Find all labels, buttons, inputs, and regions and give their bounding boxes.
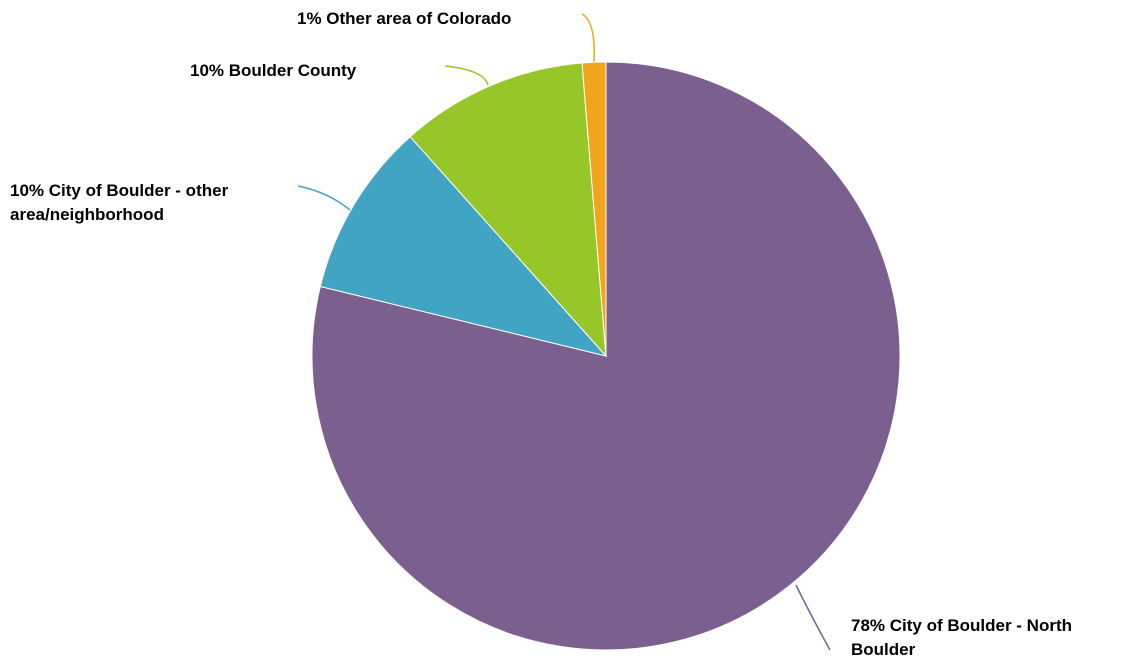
leader-line-other-colorado — [581, 13, 595, 63]
pie-slice-other-neighborhood — [319, 135, 608, 357]
pie-slice-boulder-county — [409, 62, 607, 358]
pie-slice-other-colorado — [581, 61, 607, 357]
slice-label-other-colorado-line-1: 1% Other area of Colorado — [297, 9, 512, 28]
slice-label-other-colorado: 1% Other area of Colorado — [297, 7, 511, 31]
leader-line-north-boulder — [795, 584, 831, 651]
leader-lines — [297, 13, 831, 651]
slice-label-north-boulder: 78% City of Boulder - North Boulder — [851, 614, 1072, 662]
slice-label-other-neighborhood: 10% City of Boulder - other area/neighbo… — [10, 179, 228, 227]
slice-label-other-neighborhood-line-2: area/neighborhood — [10, 205, 164, 224]
pie-slices — [311, 61, 901, 651]
leader-line-boulder-county — [444, 65, 489, 86]
slice-label-boulder-county: 10% Boulder County — [190, 59, 356, 83]
slice-label-north-boulder-line-2: Boulder — [851, 640, 916, 659]
slice-label-north-boulder-line-1: 78% City of Boulder - North — [851, 616, 1073, 635]
slice-label-other-neighborhood-line-1: 10% City of Boulder - other — [10, 181, 229, 200]
slice-label-boulder-county-line-1: 10% Boulder County — [190, 61, 357, 80]
leader-line-other-neighborhood — [297, 185, 351, 211]
pie-slice-north-boulder — [311, 61, 901, 651]
